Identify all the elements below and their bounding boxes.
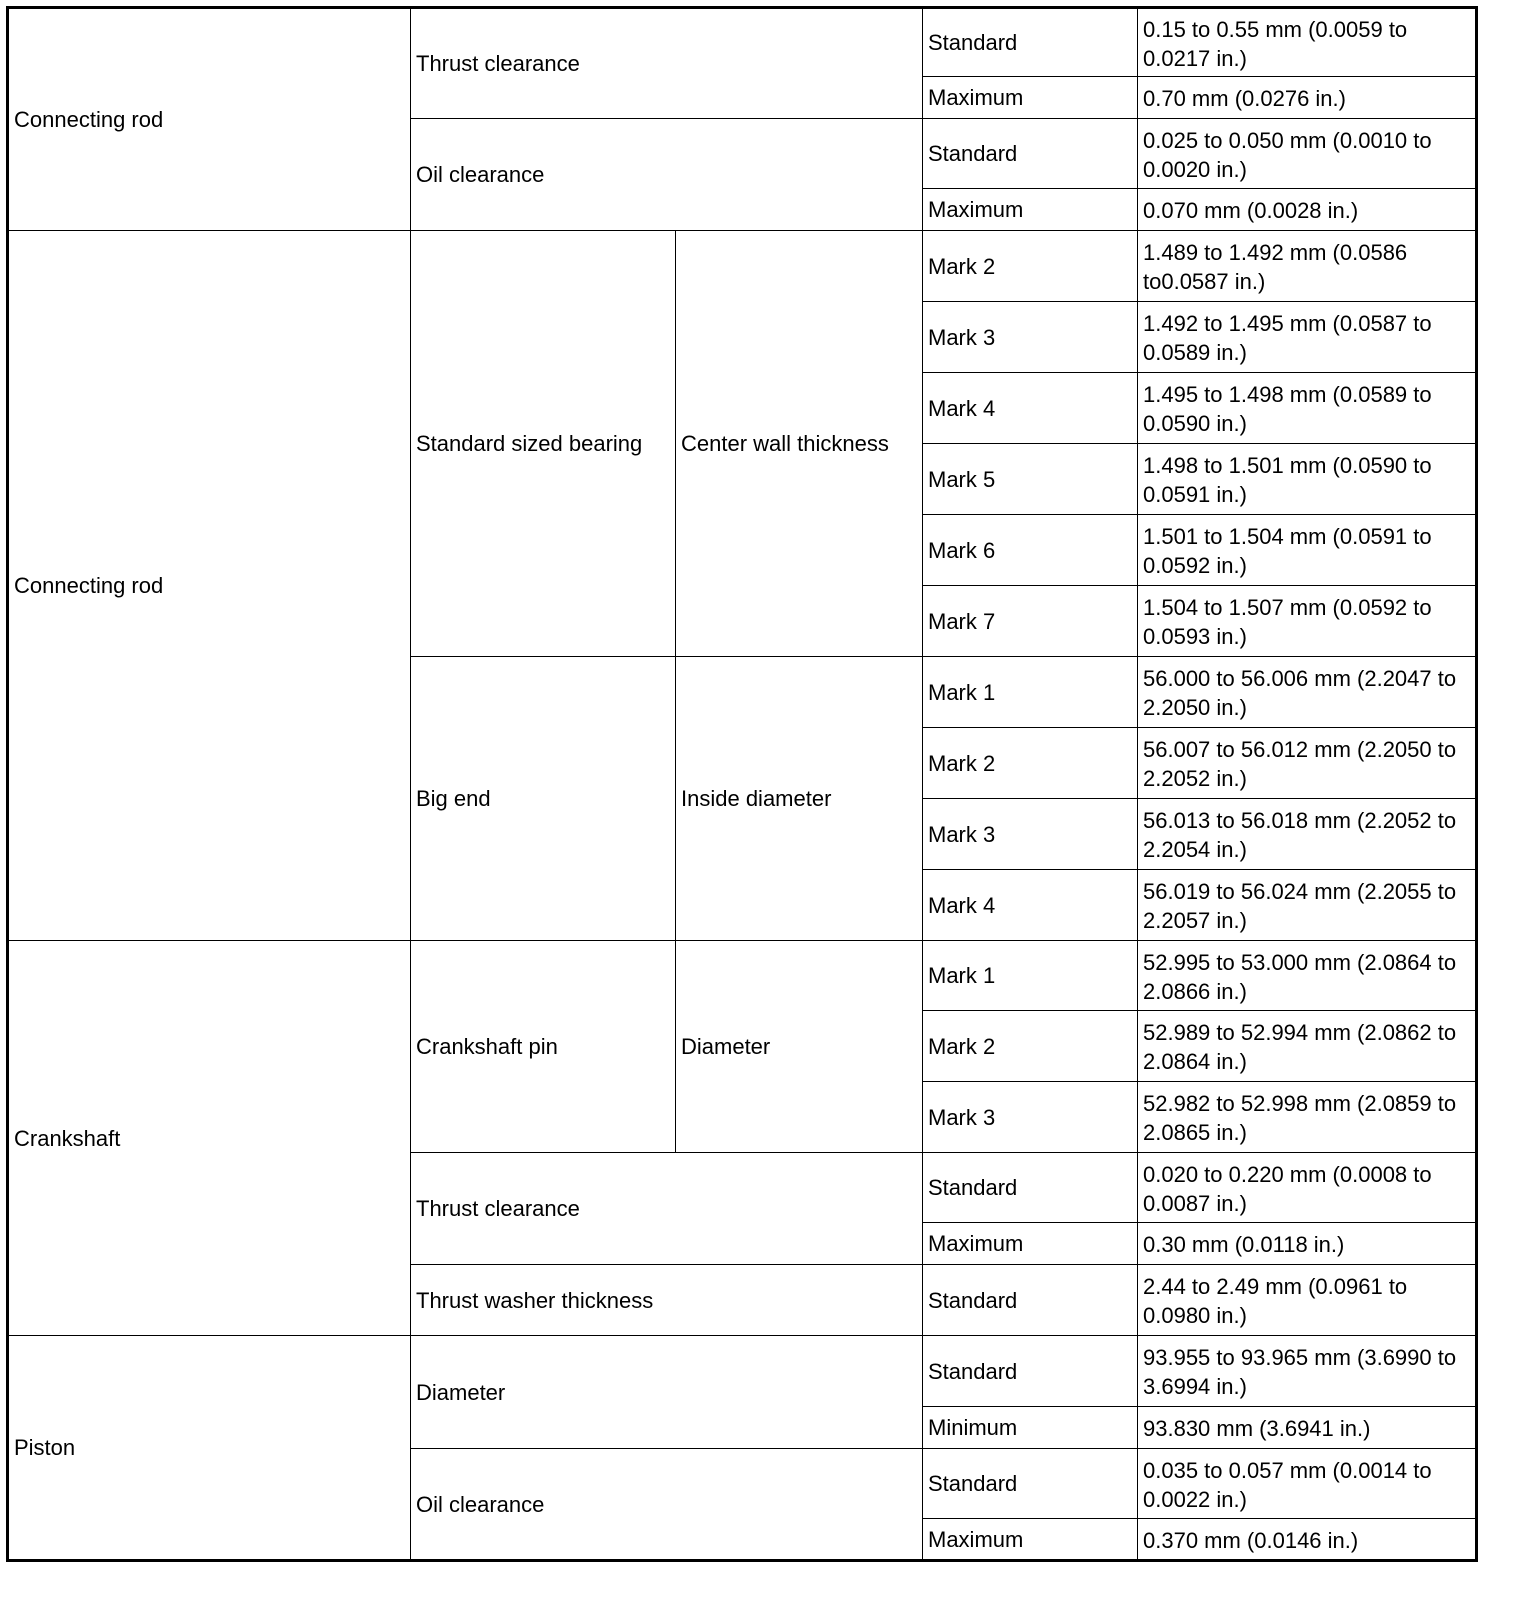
component-cell: Piston	[7, 1335, 411, 1561]
value-cell: 52.982 to 52.998 mm (2.0859 to 2.0865 in…	[1137, 1081, 1477, 1153]
table-row: Maximum 0.70 mm (0.0276 in.)	[8, 76, 1477, 119]
table-row: Maximum 0.30 mm (0.0118 in.)	[8, 1222, 1477, 1265]
component-cell: Connecting rod	[7, 230, 411, 941]
table-row: Mark 7 1.504 to 1.507 mm (0.0592 to 0.059…	[8, 585, 1477, 657]
condition-cell: Standard	[922, 7, 1138, 77]
table-row: Mark 3 1.492 to 1.495 mm (0.0587 to 0.058…	[8, 301, 1477, 373]
condition-cell: Standard	[922, 1448, 1138, 1519]
component-cell: Connecting rod	[7, 7, 411, 231]
value-cell: 1.504 to 1.507 mm (0.0592 to 0.0593 in.)	[1137, 585, 1477, 657]
table-row: Crankshaft Crankshaft pin Diameter Mark 1 52…	[7, 940, 1477, 1336]
value-cell: 1.489 to 1.492 mm (0.0586 to0.0587 in.)	[1137, 230, 1477, 302]
value-cell: 52.989 to 52.994 mm (2.0862 to 2.0864 in…	[1137, 1010, 1477, 1082]
value-cell: 56.019 to 56.024 mm (2.2055 to 2.2057 in…	[1137, 869, 1477, 941]
item-cell: Diameter	[410, 1335, 923, 1449]
table-row: Mark 3 56.013 to 56.018 mm (2.2052 to 2.2…	[8, 798, 1477, 870]
table-row: Connecting rod Standard sized bearing Cent…	[7, 230, 1477, 941]
condition-cell: Maximum	[922, 188, 1138, 231]
condition-cell: Mark 4	[922, 372, 1138, 444]
condition-cell: Mark 3	[922, 1081, 1138, 1153]
value-cell: 56.000 to 56.006 mm (2.2047 to 2.2050 in…	[1137, 656, 1477, 728]
condition-cell: Maximum	[922, 1518, 1138, 1561]
value-cell: 0.020 to 0.220 mm (0.0008 to 0.0087 in.)	[1137, 1152, 1477, 1223]
condition-cell: Mark 6	[922, 514, 1138, 586]
condition-cell: Mark 1	[922, 656, 1138, 728]
value-cell: 0.15 to 0.55 mm (0.0059 to 0.0217 in.)	[1137, 7, 1477, 77]
value-cell: 93.955 to 93.965 mm (3.6990 to 3.6994 in…	[1137, 1335, 1477, 1407]
condition-cell: Mark 1	[922, 940, 1138, 1011]
table-row: Big end Inside diameter Mark 1 56.000 to 56…	[8, 656, 1477, 941]
condition-cell: Minimum	[922, 1406, 1138, 1449]
condition-cell: Maximum	[922, 76, 1138, 119]
item-cell: Standard sized bearing	[410, 230, 676, 657]
value-cell: 1.495 to 1.498 mm (0.0589 to 0.0590 in.)	[1137, 372, 1477, 444]
condition-cell: Standard	[922, 1335, 1138, 1407]
sub-item-cell: Inside diameter	[675, 656, 923, 941]
condition-cell: Maximum	[922, 1222, 1138, 1265]
condition-cell: Mark 3	[922, 301, 1138, 373]
value-cell: 56.013 to 56.018 mm (2.2052 to 2.2054 in…	[1137, 798, 1477, 870]
condition-cell: Standard	[922, 1152, 1138, 1223]
item-cell: Oil clearance	[410, 1448, 923, 1561]
value-cell: 0.70 mm (0.0276 in.)	[1137, 76, 1477, 119]
table-row: Mark 5 1.498 to 1.501 mm (0.0590 to 0.059…	[8, 443, 1477, 515]
table-row: Thrust washer thickness Standard 2.44 to 2…	[8, 1264, 1477, 1336]
value-cell: 52.995 to 53.000 mm (2.0864 to 2.0866 in…	[1137, 940, 1477, 1011]
value-cell: 2.44 to 2.49 mm (0.0961 to 0.0980 in.)	[1137, 1264, 1477, 1336]
sub-item-cell: Center wall thickness	[675, 230, 923, 657]
value-cell: 0.370 mm (0.0146 in.)	[1137, 1518, 1477, 1561]
table-row: Mark 4 1.495 to 1.498 mm (0.0589 to 0.059…	[8, 372, 1477, 444]
condition-cell: Mark 3	[922, 798, 1138, 870]
table-row: Mark 6 1.501 to 1.504 mm (0.0591 to 0.059…	[8, 514, 1477, 586]
sub-item-cell: Diameter	[675, 940, 923, 1153]
table-row: Maximum 0.070 mm (0.0028 in.)	[8, 188, 1477, 231]
condition-cell: Mark 5	[922, 443, 1138, 515]
item-cell: Thrust clearance	[410, 7, 923, 119]
table-row: Mark 2 52.989 to 52.994 mm (2.0862 to 2.0…	[8, 1010, 1477, 1082]
value-cell: 93.830 mm (3.6941 in.)	[1137, 1406, 1477, 1449]
specification-table: Connecting rod Thrust clearance Standard 0.…	[6, 6, 1478, 1562]
item-cell: Oil clearance	[410, 118, 923, 231]
value-cell: 0.035 to 0.057 mm (0.0014 to 0.0022 in.)	[1137, 1448, 1477, 1519]
condition-cell: Standard	[922, 1264, 1138, 1336]
table-row: Connecting rod Thrust clearance Standard 0.…	[7, 7, 1477, 231]
table-row: Mark 2 56.007 to 56.012 mm (2.2050 to 2.2…	[8, 727, 1477, 799]
condition-cell: Mark 7	[922, 585, 1138, 657]
item-cell: Thrust washer thickness	[410, 1264, 923, 1336]
condition-cell: Mark 4	[922, 869, 1138, 941]
item-cell: Crankshaft pin	[410, 940, 676, 1153]
condition-cell: Mark 2	[922, 1010, 1138, 1082]
value-cell: 56.007 to 56.012 mm (2.2050 to 2.2052 in…	[1137, 727, 1477, 799]
component-cell: Crankshaft	[7, 940, 411, 1336]
table-row: Mark 4 56.019 to 56.024 mm (2.2055 to 2.2…	[8, 869, 1477, 941]
value-cell: 0.025 to 0.050 mm (0.0010 to 0.0020 in.)	[1137, 118, 1477, 189]
table-row: Piston Diameter Standard 93.955 to 93.965 m…	[7, 1335, 1477, 1561]
table-row: Oil clearance Standard 0.035 to 0.057 mm (…	[8, 1448, 1477, 1561]
table-row: Thrust clearance Standard 0.020 to 0.220 m…	[8, 1152, 1477, 1265]
table-row: Maximum 0.370 mm (0.0146 in.)	[8, 1518, 1477, 1561]
item-cell: Big end	[410, 656, 676, 941]
value-cell: 0.070 mm (0.0028 in.)	[1137, 188, 1477, 231]
value-cell: 1.492 to 1.495 mm (0.0587 to 0.0589 in.)	[1137, 301, 1477, 373]
table-row: Minimum 93.830 mm (3.6941 in.)	[8, 1406, 1477, 1449]
value-cell: 1.498 to 1.501 mm (0.0590 to 0.0591 in.)	[1137, 443, 1477, 515]
condition-cell: Mark 2	[922, 727, 1138, 799]
item-cell: Thrust clearance	[410, 1152, 923, 1265]
value-cell: 1.501 to 1.504 mm (0.0591 to 0.0592 in.)	[1137, 514, 1477, 586]
condition-cell: Mark 2	[922, 230, 1138, 302]
condition-cell: Standard	[922, 118, 1138, 189]
value-cell: 0.30 mm (0.0118 in.)	[1137, 1222, 1477, 1265]
